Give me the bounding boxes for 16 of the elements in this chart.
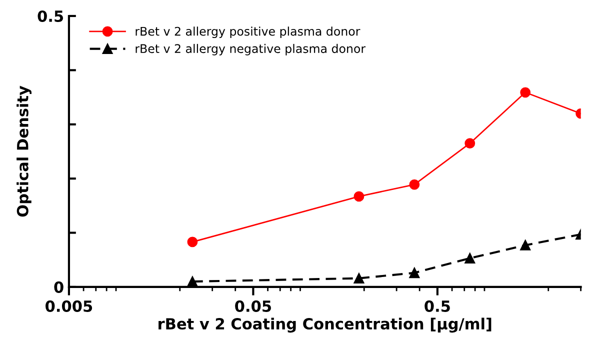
point [354,273,364,284]
x-tick-label: 0.5 [424,300,450,312]
x-tick-label: 0.05 [235,300,271,312]
point [354,191,364,202]
legend-label: rBet v 2 allergy positive plasma donor [136,26,360,38]
point [409,268,420,278]
point [464,138,476,149]
y-tick-label: 0 [54,281,64,293]
point [520,87,531,98]
legend-label: rBet v 2 allergy negative plasma donor [136,44,366,56]
point [409,179,420,190]
y-axis-title: Optical Density [16,86,32,217]
x-tick-label: 0.005 [46,300,92,312]
point [520,240,531,250]
point [464,253,476,264]
x-axis-title: rBet v 2 Coating Concentration [µg/ml] [158,318,492,333]
